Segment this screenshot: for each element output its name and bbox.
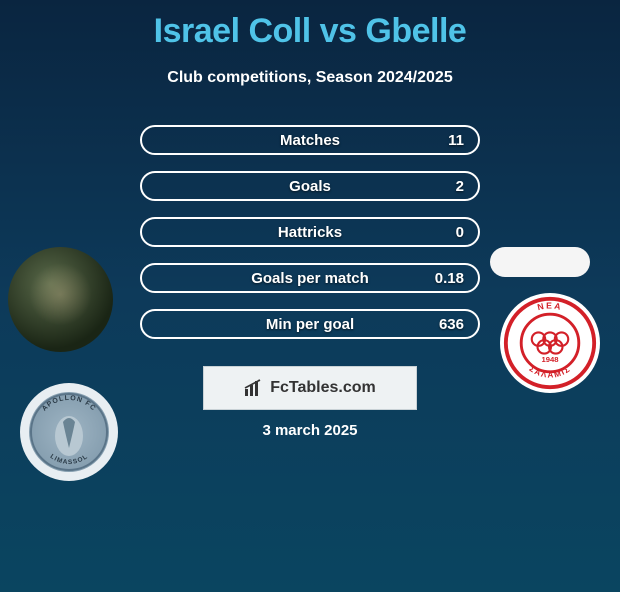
stat-bar: Hattricks 0 [140, 217, 480, 247]
page-subtitle: Club competitions, Season 2024/2025 [0, 69, 620, 87]
player-right-avatar [490, 247, 590, 277]
stat-label: Goals per match [251, 270, 369, 287]
stat-value-right: 11 [448, 132, 464, 149]
nea-salamis-crest-icon: ΝΕΑ ΣΑΛΑΜΙΣ 1948 [502, 295, 598, 391]
stat-value-right: 0.18 [435, 270, 464, 287]
stat-value-right: 636 [439, 316, 464, 333]
apollon-crest-icon: APOLLON FC LIMASSOL [29, 392, 109, 472]
snapshot-date: 3 march 2025 [262, 422, 357, 439]
stat-label: Goals [289, 178, 331, 195]
club-right-badge: ΝΕΑ ΣΑΛΑΜΙΣ 1948 [500, 293, 600, 393]
stat-bars: Matches 11 Goals 2 Hattricks 0 Goals per match… [140, 125, 480, 355]
stat-bar: Matches 11 [140, 125, 480, 155]
stat-bar: Min per goal 636 [140, 309, 480, 339]
stat-bar: Goals per match 0.18 [140, 263, 480, 293]
stat-label: Matches [280, 132, 340, 149]
club-left-badge: APOLLON FC LIMASSOL [20, 383, 118, 481]
bars-icon [244, 379, 264, 397]
svg-text:APOLLON FC: APOLLON FC [41, 395, 97, 413]
page-title: Israel Coll vs Gbelle [0, 12, 620, 51]
stat-label: Hattricks [278, 224, 342, 241]
stat-value-right: 0 [456, 224, 464, 241]
svg-text:1948: 1948 [541, 355, 559, 364]
stat-label: Min per goal [266, 316, 354, 333]
player-left-avatar [8, 247, 113, 352]
stat-value-right: 2 [456, 178, 464, 195]
fctables-label: FcTables.com [270, 379, 376, 397]
fctables-attribution[interactable]: FcTables.com [203, 366, 417, 410]
stat-bar: Goals 2 [140, 171, 480, 201]
